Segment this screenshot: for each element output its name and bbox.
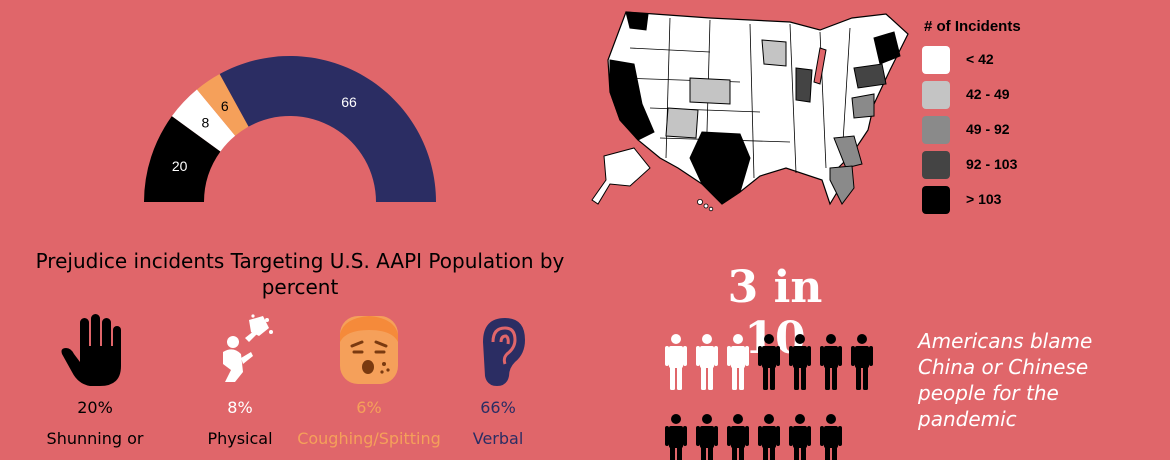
person-icon — [851, 334, 873, 390]
legend-label: > 103 — [966, 191, 1002, 207]
pct-verbal: 66% — [480, 398, 516, 417]
label-verbal: Verbal — [472, 429, 524, 448]
category-physical: 8% Physical — [165, 312, 315, 448]
legend-swatch — [922, 186, 950, 214]
legend-swatch — [922, 81, 950, 109]
donut-segment — [144, 116, 221, 202]
category-verbal: 66% Verbal — [423, 312, 573, 448]
person-icon — [696, 334, 718, 390]
legend-swatch — [922, 116, 950, 144]
person-icon — [820, 334, 842, 390]
stat-description: Americans blame China or Chinese people … — [918, 329, 1093, 431]
pct-physical: 8% — [227, 398, 253, 417]
person-icon — [696, 414, 718, 460]
pct-coughing: 6% — [356, 398, 382, 417]
legend-label: 49 - 92 — [966, 121, 1010, 137]
legend-label: < 42 — [966, 51, 994, 67]
donut-value-label: 8 — [202, 115, 210, 131]
category-coughing: 6% Coughing/Spitting — [294, 312, 444, 448]
person-icon — [758, 334, 780, 390]
donut-segment — [171, 89, 236, 152]
physical-assault-icon — [223, 314, 273, 382]
label-shunning: Shunning or — [46, 429, 144, 448]
person-icon — [789, 414, 811, 460]
people-pictogram — [665, 334, 873, 460]
hand-stop-icon — [61, 314, 121, 386]
person-icon — [789, 334, 811, 390]
ear-icon — [483, 318, 525, 386]
label-physical: Physical — [207, 429, 273, 448]
person-icon — [727, 414, 749, 460]
category-shunning: 20% Shunning or — [20, 312, 170, 448]
legend-title: # of Incidents — [924, 18, 1021, 35]
coughing-face-icon — [340, 316, 398, 384]
person-icon — [820, 414, 842, 460]
legend-label: 42 - 49 — [966, 86, 1010, 102]
person-icon — [727, 334, 749, 390]
label-coughing: Coughing/Spitting — [297, 429, 441, 448]
donut-value-label: 66 — [341, 94, 357, 110]
donut-value-label: 6 — [221, 98, 229, 114]
person-icon — [665, 414, 687, 460]
chart-title: Prejudice incidents Targeting U.S. AAPI … — [35, 249, 565, 299]
legend-swatch — [922, 46, 950, 74]
legend-label: 92 - 103 — [966, 156, 1018, 172]
person-icon — [758, 414, 780, 460]
pct-shunning: 20% — [77, 398, 113, 417]
donut-segment — [196, 74, 249, 136]
legend-swatch — [922, 151, 950, 179]
donut-value-label: 20 — [172, 158, 188, 174]
us-incidents-map — [591, 11, 909, 212]
person-icon — [665, 334, 687, 390]
donut-segment — [219, 56, 436, 203]
